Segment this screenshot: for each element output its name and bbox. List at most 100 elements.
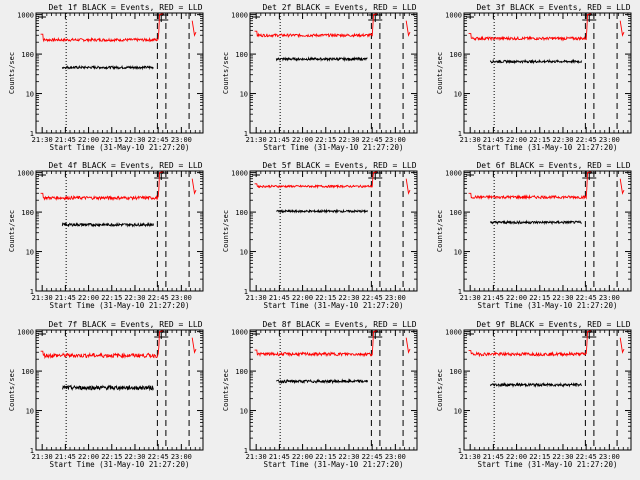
x-tick-label: 22:15 bbox=[529, 136, 550, 144]
y-tick-label: 100 bbox=[235, 368, 248, 376]
x-tick-label: 22:00 bbox=[78, 294, 99, 302]
x-tick-label: 22:00 bbox=[78, 453, 99, 461]
plot-frame bbox=[249, 170, 418, 292]
y-tick-label: 1000 bbox=[17, 12, 34, 20]
x-tick-label: 22:45 bbox=[576, 453, 597, 461]
y-tick-label: 1 bbox=[458, 447, 462, 455]
y-tick-label: 10 bbox=[26, 91, 34, 99]
y-axis-label: Counts/sec bbox=[436, 52, 444, 94]
y-tick-label: 1 bbox=[30, 447, 34, 455]
x-tick-label: 22:00 bbox=[506, 294, 527, 302]
plot-frame bbox=[249, 12, 418, 134]
x-tick-label: 21:45 bbox=[55, 453, 76, 461]
x-tick-label: 22:30 bbox=[124, 453, 145, 461]
x-tick-label: 21:45 bbox=[483, 136, 504, 144]
x-tick-label: 22:30 bbox=[552, 136, 573, 144]
lld-series-line bbox=[468, 13, 591, 42]
x-tick-label: 23:00 bbox=[171, 136, 192, 144]
events-series-line bbox=[276, 208, 368, 215]
y-tick-label: 10 bbox=[240, 91, 248, 99]
lld-series-tail bbox=[619, 20, 625, 37]
panel-title: Det 7f BLACK = Events, RED = LLD bbox=[48, 320, 202, 329]
x-tick-label: 21:45 bbox=[483, 294, 504, 302]
x-axis-label: Start Time (31-May-10 21:27:20) bbox=[50, 460, 190, 469]
x-tick-label: 21:45 bbox=[269, 294, 290, 302]
y-tick-label: 1 bbox=[244, 288, 248, 296]
x-tick-label: 21:30 bbox=[246, 136, 267, 144]
events-series-spike bbox=[376, 171, 378, 174]
panel-title: Det 4f BLACK = Events, RED = LLD bbox=[48, 161, 202, 170]
x-tick-label: 21:30 bbox=[32, 136, 53, 144]
panel-det-7: Det 7f BLACK = Events, RED = LLD 1 10 100 10… bbox=[8, 320, 204, 469]
lld-series-line bbox=[254, 330, 377, 358]
x-tick-label: 22:15 bbox=[315, 294, 336, 302]
y-tick-label: 100 bbox=[449, 209, 462, 217]
plot-frame bbox=[249, 329, 418, 451]
lld-series-line bbox=[468, 330, 591, 358]
panel-title: Det 1f BLACK = Events, RED = LLD bbox=[48, 3, 202, 12]
x-tick-label: 22:45 bbox=[362, 294, 383, 302]
y-tick-label: 100 bbox=[21, 209, 34, 217]
plot-frame bbox=[35, 329, 204, 451]
y-tick-label: 1000 bbox=[231, 329, 248, 337]
x-tick-label: 22:15 bbox=[101, 136, 122, 144]
y-tick-label: 1000 bbox=[17, 170, 34, 178]
lld-series-tail bbox=[405, 337, 411, 354]
x-tick-label: 21:45 bbox=[269, 136, 290, 144]
y-tick-label: 10 bbox=[454, 91, 462, 99]
x-axis-label: Start Time (31-May-10 21:27:20) bbox=[478, 460, 618, 469]
x-tick-label: 23:00 bbox=[385, 294, 406, 302]
y-tick-label: 10 bbox=[454, 408, 462, 416]
plot-frame bbox=[35, 170, 204, 292]
x-tick-label: 21:30 bbox=[246, 453, 267, 461]
y-tick-label: 100 bbox=[21, 51, 34, 59]
events-series-spike bbox=[590, 13, 592, 16]
events-series-spike bbox=[376, 330, 378, 333]
lld-series-tail bbox=[191, 178, 197, 195]
x-tick-label: 21:30 bbox=[246, 294, 267, 302]
panel-title: Det 3f BLACK = Events, RED = LLD bbox=[476, 3, 630, 12]
x-tick-label: 23:00 bbox=[599, 453, 620, 461]
events-series-line bbox=[275, 378, 368, 385]
x-tick-label: 22:45 bbox=[576, 136, 597, 144]
y-tick-label: 10 bbox=[26, 249, 34, 257]
lld-series-line bbox=[40, 13, 163, 43]
events-series-line bbox=[61, 64, 154, 71]
x-tick-label: 22:45 bbox=[362, 136, 383, 144]
events-series-line bbox=[61, 221, 154, 228]
x-tick-label: 22:30 bbox=[124, 136, 145, 144]
y-tick-label: 10 bbox=[454, 249, 462, 257]
plot-frame bbox=[463, 170, 632, 292]
panel-title: Det 6f BLACK = Events, RED = LLD bbox=[476, 161, 630, 170]
events-series-line bbox=[275, 56, 368, 62]
events-series-line bbox=[489, 58, 582, 65]
lld-series-tail bbox=[405, 178, 411, 195]
lld-series-line bbox=[40, 330, 163, 360]
x-tick-label: 22:00 bbox=[292, 136, 313, 144]
y-axis-label: Counts/sec bbox=[8, 210, 16, 252]
y-tick-label: 100 bbox=[21, 368, 34, 376]
x-tick-label: 23:00 bbox=[385, 136, 406, 144]
y-tick-label: 100 bbox=[449, 368, 462, 376]
x-tick-label: 22:15 bbox=[529, 453, 550, 461]
lld-series-line bbox=[468, 171, 591, 200]
y-tick-label: 10 bbox=[240, 249, 248, 257]
y-tick-label: 1 bbox=[244, 130, 248, 138]
lld-series-tail bbox=[619, 178, 625, 195]
x-axis-label: Start Time (31-May-10 21:27:20) bbox=[478, 301, 618, 310]
x-tick-label: 21:30 bbox=[32, 453, 53, 461]
x-tick-label: 21:45 bbox=[483, 453, 504, 461]
panel-det-6: Det 6f BLACK = Events, RED = LLD 1 10 100 10… bbox=[436, 161, 632, 310]
y-tick-label: 1 bbox=[458, 130, 462, 138]
x-tick-label: 22:30 bbox=[124, 294, 145, 302]
y-tick-label: 100 bbox=[235, 209, 248, 217]
x-tick-label: 22:30 bbox=[338, 136, 359, 144]
lld-series-tail bbox=[191, 337, 197, 354]
y-tick-label: 1 bbox=[244, 447, 248, 455]
x-tick-label: 23:00 bbox=[385, 453, 406, 461]
y-axis-label: Counts/sec bbox=[222, 369, 230, 411]
y-tick-label: 100 bbox=[449, 51, 462, 59]
y-tick-label: 1000 bbox=[231, 12, 248, 20]
events-series-line bbox=[489, 219, 582, 226]
